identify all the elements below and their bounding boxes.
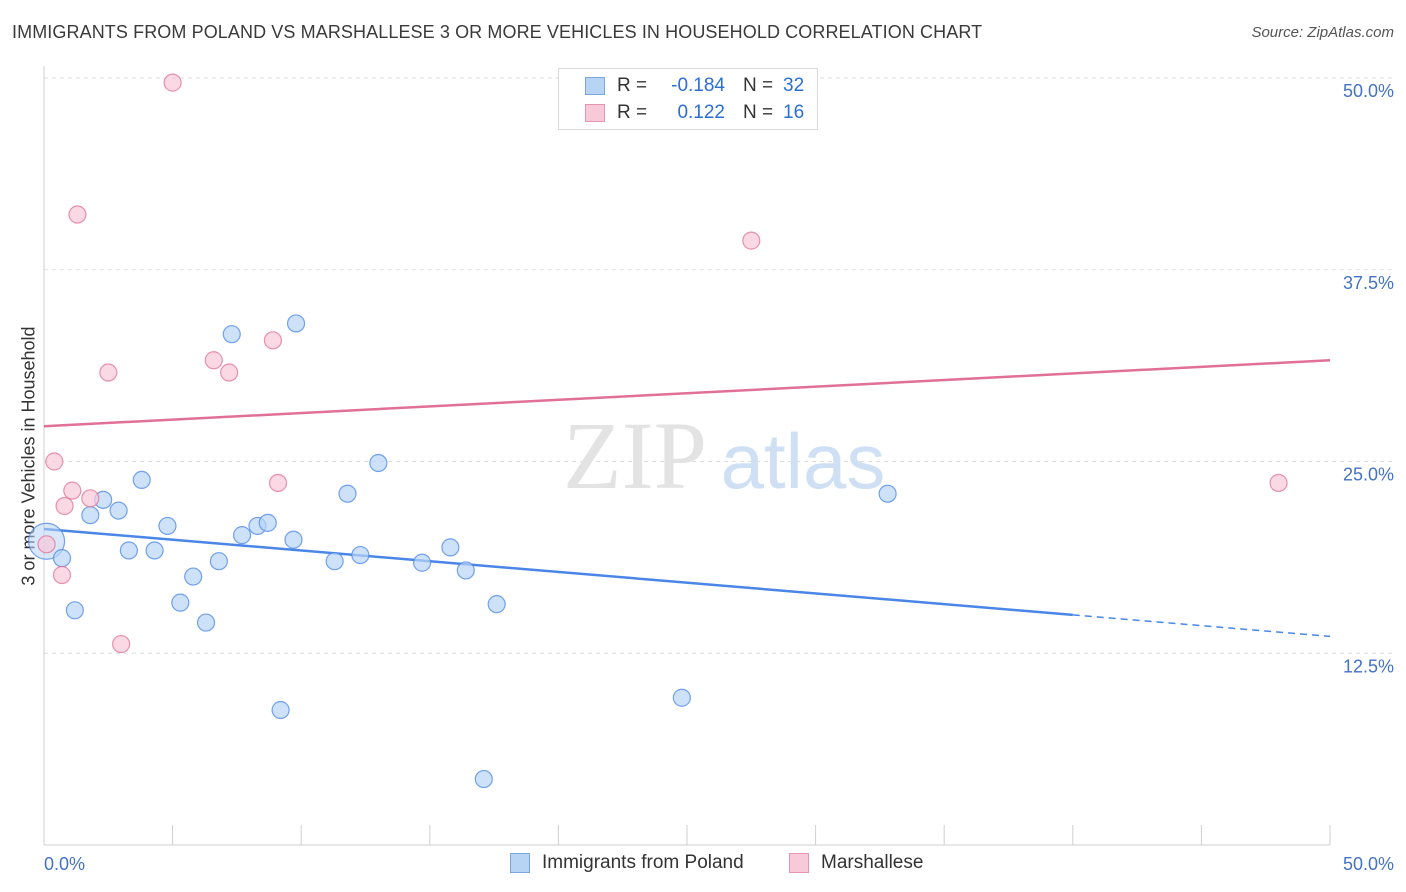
data-point-poland	[487, 595, 506, 614]
data-points	[27, 73, 1288, 789]
data-point-poland	[325, 552, 344, 571]
grid-lines	[44, 77, 1394, 654]
data-point-poland	[158, 516, 177, 536]
series-label-marshallese: Marshallese	[821, 852, 924, 873]
data-point-marshallese	[263, 331, 283, 350]
data-point-marshallese	[99, 363, 118, 382]
data-point-marshallese	[45, 452, 64, 471]
data-point-poland	[209, 552, 228, 571]
data-point-poland	[258, 513, 277, 532]
data-point-poland	[369, 453, 388, 473]
watermark-atlas: atlas	[721, 417, 886, 505]
legend-swatch-poland	[585, 77, 605, 95]
legend-swatch-marshallese	[585, 104, 605, 122]
series-label-poland: Immigrants from Poland	[542, 852, 744, 873]
stats-legend: R = -0.184 N = 32 R = 0.122 N = 16	[558, 68, 818, 130]
data-point-poland	[65, 601, 84, 620]
data-point-marshallese	[204, 351, 223, 370]
x-tick-labels: 0.0% 50.0%	[44, 854, 1394, 874]
data-point-poland	[132, 470, 151, 490]
data-point-poland	[672, 688, 691, 707]
data-point-poland	[52, 549, 72, 568]
series-swatch-poland	[510, 853, 530, 873]
axes	[43, 66, 1331, 846]
series-legend-marshallese[interactable]: Marshallese	[789, 852, 923, 874]
legend-n-value: 16	[783, 102, 805, 123]
trend-lines	[43, 359, 1331, 638]
x-tick-label-max: 50.0%	[1343, 854, 1394, 874]
series-swatch-marshallese	[789, 853, 809, 873]
data-point-poland	[351, 545, 370, 565]
legend-r-value: -0.184	[671, 75, 725, 96]
data-point-poland	[171, 593, 190, 612]
watermark: ZIP atlas	[563, 402, 885, 509]
watermark-zip: ZIP	[563, 402, 707, 509]
trend-line-extension-0	[1072, 614, 1331, 638]
legend-n-value: 32	[783, 75, 805, 96]
legend-r-label: R =	[617, 75, 648, 96]
data-point-marshallese	[112, 634, 131, 654]
legend-r-value: 0.122	[677, 102, 725, 123]
data-point-poland	[196, 613, 216, 632]
y-tick-label: 50.0%	[1343, 81, 1394, 101]
data-point-poland	[222, 325, 241, 344]
data-point-marshallese	[68, 205, 87, 224]
data-point-marshallese	[163, 73, 182, 92]
data-point-poland	[286, 314, 306, 333]
legend-n-label: N =	[743, 102, 774, 123]
data-point-poland	[271, 700, 290, 720]
y-tick-labels: 12.5% 25.0% 37.5% 50.0%	[1343, 81, 1394, 676]
data-point-marshallese	[37, 535, 56, 554]
data-point-poland	[119, 541, 138, 560]
legend-n-label: N =	[743, 75, 774, 96]
legend-row-poland: R = -0.184 N = 32	[585, 74, 804, 98]
series-legend-poland[interactable]: Immigrants from Poland	[510, 852, 744, 874]
data-point-poland	[412, 553, 432, 572]
data-point-poland	[232, 526, 252, 545]
y-tick-label: 12.5%	[1343, 656, 1394, 676]
data-point-marshallese	[220, 363, 239, 382]
data-point-marshallese	[742, 231, 761, 250]
data-point-poland	[474, 769, 493, 789]
data-point-poland	[109, 501, 128, 520]
series-legend: Immigrants from Poland Marshallese	[0, 852, 1406, 878]
data-point-poland	[81, 506, 100, 525]
data-point-poland	[145, 541, 164, 560]
y-tick-label: 37.5%	[1343, 273, 1394, 293]
trend-line-1	[43, 359, 1331, 428]
x-tick-label-min: 0.0%	[44, 854, 85, 874]
data-point-poland	[338, 484, 357, 503]
y-tick-label: 25.0%	[1343, 465, 1394, 485]
data-point-poland	[284, 530, 303, 549]
trend-line-0	[43, 527, 1073, 617]
data-point-marshallese	[63, 481, 82, 500]
data-point-poland	[878, 484, 897, 503]
data-point-poland	[184, 567, 203, 586]
source-label: Source: ZipAtlas.com	[1251, 24, 1394, 41]
data-point-marshallese	[268, 473, 288, 493]
data-point-marshallese	[1269, 473, 1288, 493]
legend-r-label: R =	[617, 102, 648, 123]
legend-row-marshallese: R = 0.122 N = 16	[585, 101, 804, 125]
data-point-poland	[456, 561, 475, 580]
data-point-marshallese	[55, 496, 74, 516]
data-point-marshallese	[52, 565, 72, 585]
data-point-poland	[441, 538, 460, 557]
data-point-marshallese	[81, 489, 100, 508]
chart-title: IMMIGRANTS FROM POLAND VS MARSHALLESE 3 …	[12, 22, 983, 42]
